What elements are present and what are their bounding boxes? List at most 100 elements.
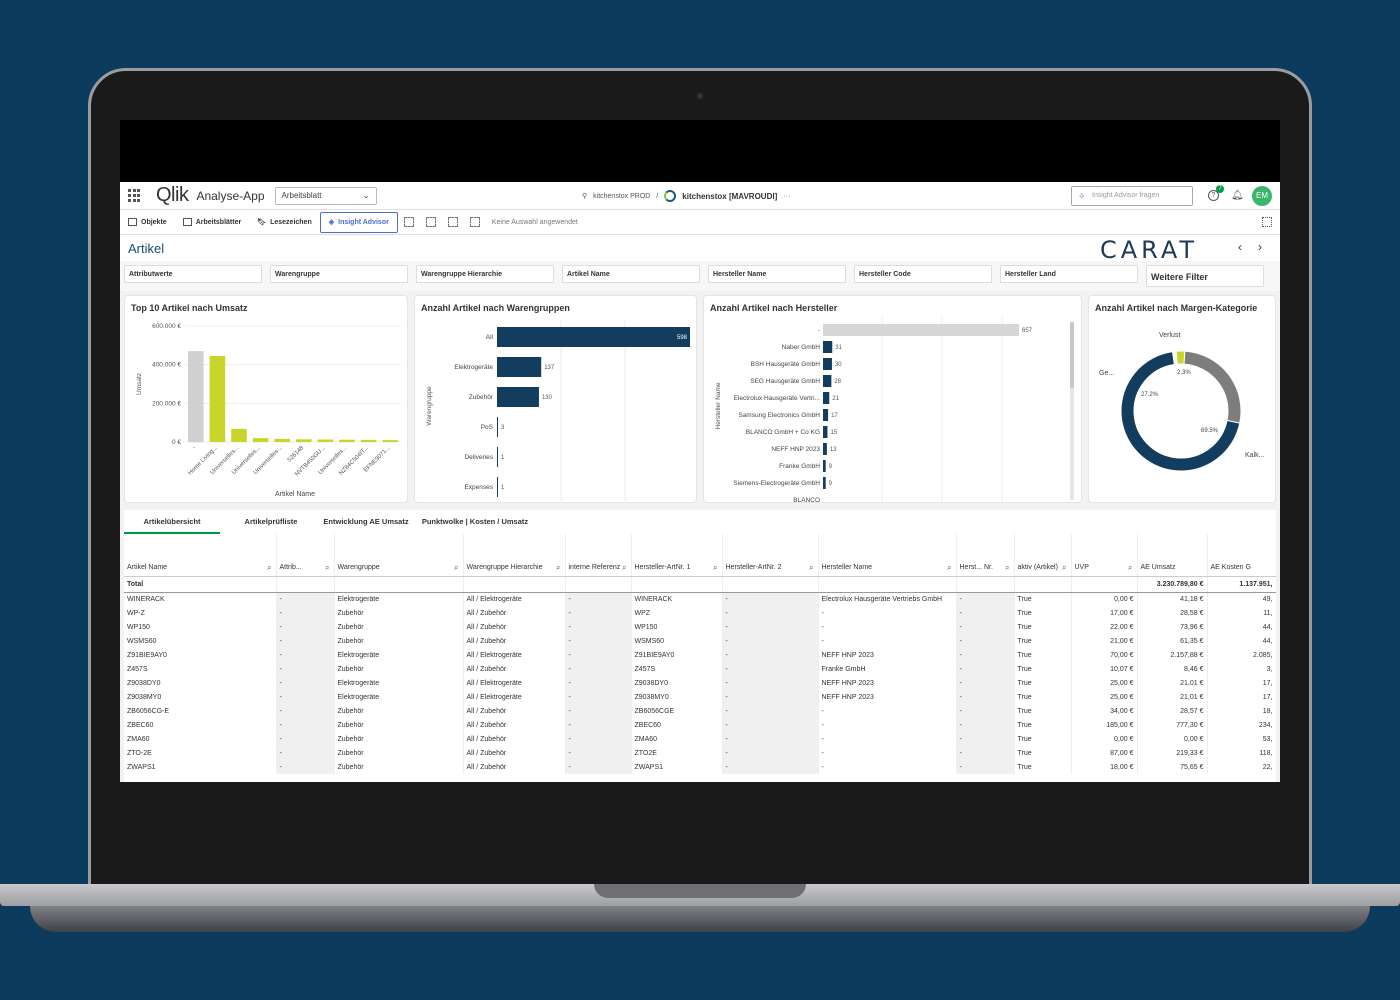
more-filters-button[interactable]: Weitere Filter xyxy=(1146,265,1264,287)
column-header[interactable]: Attrib... ⌕ xyxy=(276,534,335,577)
table-row[interactable]: WSMS60- Zubehör All / Zubehör - WSMS60- - - Tru… xyxy=(124,634,1276,648)
bar xyxy=(497,447,498,467)
space-breadcrumb: ⚲ kitchenstox PROD / kitchenstox [MAVROU… xyxy=(582,190,790,202)
table-row[interactable]: WP150- Zubehör All / Zubehör - WP150- - - True 2… xyxy=(124,620,1276,634)
tab-entwicklung-ae-umsatz[interactable]: Entwicklung AE Umsatz xyxy=(323,517,409,526)
space-name[interactable]: kitchenstox [MAVROUDI] xyxy=(682,191,778,201)
table-cell: 0,00 € xyxy=(1137,732,1208,746)
column-header[interactable]: Warengruppe ⌕ xyxy=(334,534,464,577)
table-cell: - xyxy=(565,746,632,760)
column-header[interactable]: AE Kosten G xyxy=(1207,534,1276,577)
warengruppen-bar-chart[interactable]: Warengruppe All 598 Elektrogeräte 137 Zubehör… xyxy=(415,296,698,504)
selections-tool-icon[interactable] xyxy=(425,217,436,227)
search-icon[interactable]: ⌕ xyxy=(267,562,272,572)
search-icon[interactable]: ⌕ xyxy=(325,562,330,572)
filter-hersteller-land[interactable]: Hersteller Land xyxy=(1000,265,1138,283)
column-header[interactable]: interne Referenz ⌕ xyxy=(565,534,632,577)
table-row[interactable]: ZB6056CG-E - Zubehör All / Zubehör - ZB6056CG… xyxy=(124,704,1276,718)
tab-punktwolke[interactable]: Punktwolke | Kosten / Umsatz xyxy=(421,517,529,526)
sheet-select[interactable]: Arbeitsblatt ⌄ xyxy=(274,186,377,205)
search-icon[interactable]: ⌕ xyxy=(947,562,952,572)
table-cell: - xyxy=(956,648,1015,662)
table-total-row[interactable]: Total 3.230.789,80 €1.137.951, xyxy=(124,576,1276,593)
table-cell: True xyxy=(1014,704,1072,718)
step-back-icon[interactable] xyxy=(447,217,458,227)
table-cell: All / Elektrogeräte xyxy=(463,648,566,662)
table-row[interactable]: WP-Z - Zubehör All / Zubehör - WPZ - - - True 17,0… xyxy=(124,606,1276,620)
top10-bar-chart[interactable]: 600.000 € 400.000 € 200.000 € 0 € Umsatz Arti… xyxy=(125,296,409,504)
warengruppen-chart-card[interactable]: Anzahl Artikel nach Warengruppen Warengr… xyxy=(414,295,698,504)
donut-slice xyxy=(1120,351,1241,472)
table-row[interactable]: ZWAPS1- Zubehör All / Zubehör - ZWAPS1- - - Tru… xyxy=(124,760,1276,774)
help-icon[interactable]: ? xyxy=(1208,190,1219,201)
column-header[interactable]: Hersteller-ArtNr. 1 ⌕ xyxy=(631,534,723,577)
insight-advisor-button[interactable]: ◈ Insight Advisor xyxy=(319,211,398,233)
more-menu-icon[interactable]: ··· xyxy=(783,192,791,200)
table-row[interactable]: Z457S - Zubehör All / Zubehör - Z457S - Franke … xyxy=(124,662,1276,676)
panel-icon xyxy=(128,218,137,226)
column-header[interactable]: Warengruppe Hierarchie ⌕ xyxy=(463,534,566,577)
table-cell: - xyxy=(818,704,957,718)
smart-search-icon[interactable] xyxy=(403,217,414,227)
table-cell: 0,00 € xyxy=(1071,732,1138,746)
filter-warengruppe[interactable]: Warengruppe xyxy=(270,265,408,283)
filter-warengruppe-hierarchie[interactable]: Warengruppe Hierarchie xyxy=(416,265,554,283)
search-icon[interactable]: ⌕ xyxy=(809,562,814,572)
prev-sheet-button[interactable]: ‹ xyxy=(1238,240,1242,254)
search-icon[interactable]: ⌕ xyxy=(713,562,718,572)
tab-artikelpruefliste[interactable]: Artikelprüfliste xyxy=(244,517,298,526)
search-icon[interactable]: ⌕ xyxy=(622,562,627,572)
table-row[interactable]: Z9038DY0- Elektrogeräte All / Elektrogerät… xyxy=(124,676,1276,690)
next-sheet-button[interactable]: › xyxy=(1258,240,1262,254)
objects-button[interactable]: Objekte xyxy=(120,210,175,234)
filter-bar: Attributwerte Warengruppe Warengruppe Hi… xyxy=(120,261,1280,291)
column-header[interactable]: Artikel Name ⌕ xyxy=(124,534,277,577)
table-cell: - xyxy=(565,648,632,662)
hersteller-bar-chart[interactable]: Hersteller Name - 657 Naber GmbH 31 BSH Hausg… xyxy=(704,296,1083,504)
column-header[interactable]: UVP ⌕ xyxy=(1071,534,1138,577)
layout-icon[interactable] xyxy=(1262,217,1272,227)
filter-attributwerte[interactable]: Attributwerte xyxy=(124,265,262,283)
table-row[interactable]: ZTO-2E - Zubehör All / Zubehör - ZTO2E - - - True… xyxy=(124,746,1276,760)
space-env[interactable]: kitchenstox PROD xyxy=(593,192,651,200)
search-icon[interactable]: ⌕ xyxy=(1062,562,1067,572)
search-icon[interactable]: ⌕ xyxy=(1128,562,1133,572)
table-cell: - xyxy=(276,662,335,676)
filter-hersteller-name[interactable]: Hersteller Name xyxy=(708,265,846,283)
bookmarks-button[interactable]: 🔖︎ Lesezeichen xyxy=(249,210,320,234)
column-header[interactable]: AE Umsatz xyxy=(1137,534,1208,577)
table-row[interactable]: Z91BIE9AY0- Elektrogeräte All / Elektroger… xyxy=(124,648,1276,662)
table-cell: 18, xyxy=(1207,704,1276,718)
sheets-button[interactable]: Arbeitsblätter xyxy=(175,210,250,234)
avatar[interactable]: EM xyxy=(1252,186,1272,206)
clear-selections-icon[interactable] xyxy=(469,217,480,227)
table-row[interactable]: WINERACK - Elektrogeräte All / Elektrogerät… xyxy=(124,592,1276,606)
table-cell: Zubehör xyxy=(334,634,464,648)
column-header[interactable]: Hersteller-ArtNr. 2 ⌕ xyxy=(722,534,819,577)
filter-hersteller-code[interactable]: Hersteller Code xyxy=(854,265,992,283)
tab-artikeluebersicht[interactable]: Artikelübersicht xyxy=(124,510,220,534)
table-row[interactable]: ZMA60- Zubehör All / Zubehör - ZMA60- - - True 0… xyxy=(124,732,1276,746)
search-icon[interactable]: ⌕ xyxy=(1005,562,1010,572)
top10-chart-card[interactable]: Top 10 Artikel nach Umsatz 600.000 € 400.… xyxy=(124,295,408,503)
filter-artikel-name[interactable]: Artikel Name xyxy=(562,265,700,283)
table-cell: - xyxy=(565,704,632,718)
search-icon[interactable]: ⌕ xyxy=(556,562,561,572)
app-grid-icon[interactable] xyxy=(128,188,142,203)
margen-donut-chart[interactable]: Verlust Ge... Kalk... 2.3% 27.2% 69.5% xyxy=(1089,296,1277,504)
bell-icon[interactable]: 🔔︎ xyxy=(1231,190,1244,201)
table-row[interactable]: Z9038MY0- Elektrogeräte All / Elektrogerät… xyxy=(124,690,1276,704)
category-label: NEFF HNP 2023 xyxy=(771,446,820,453)
margen-chart-card[interactable]: Anzahl Artikel nach Margen-Kategorie Ver… xyxy=(1088,295,1276,503)
column-header-label: AE Umsatz xyxy=(1140,563,1176,571)
column-header[interactable]: Herst... Nr. ⌕ xyxy=(956,534,1015,577)
insight-advisor-search[interactable]: ✧ Insight Advisor fragen xyxy=(1071,186,1193,206)
column-header[interactable]: aktiv (Artikel) ⌕ xyxy=(1014,534,1072,577)
table-cell: True xyxy=(1014,760,1072,774)
hersteller-chart-card[interactable]: Anzahl Artikel nach Hersteller Herstelle… xyxy=(703,295,1083,504)
column-header[interactable]: Hersteller Name ⌕ xyxy=(818,534,957,577)
table-cell: Zubehör xyxy=(334,620,464,634)
table-row[interactable]: ZBEC60- Zubehör All / Zubehör - ZBEC60- - - Tru… xyxy=(124,718,1276,732)
table-cell: - xyxy=(956,732,1015,746)
search-icon[interactable]: ⌕ xyxy=(454,562,459,572)
